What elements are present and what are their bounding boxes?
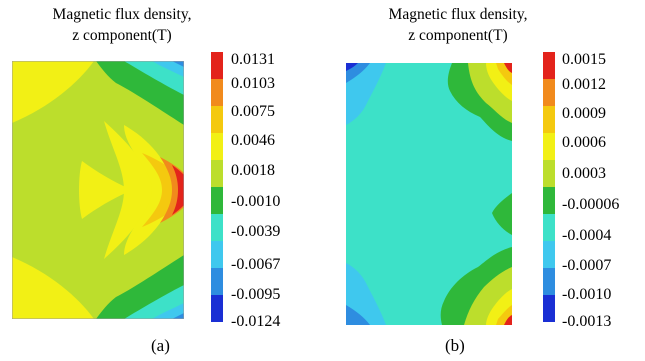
colorbar-swatch — [543, 295, 555, 322]
colorbar-swatch — [211, 295, 223, 322]
contour-field-a — [12, 61, 184, 319]
colorbar-swatch — [211, 106, 223, 133]
colorbar-value: 0.0103 — [231, 75, 275, 92]
colorbar-value: 0.0009 — [562, 105, 606, 122]
colorbar-value: -0.0095 — [231, 286, 281, 303]
contour-plot-a — [12, 61, 184, 319]
colorbar-swatch — [543, 214, 555, 241]
colorbar-value: 0.0046 — [231, 132, 275, 149]
colorbar-swatch — [543, 79, 555, 106]
colorbar-swatch — [211, 160, 223, 187]
colorbar-swatch — [543, 106, 555, 133]
colorbar-value: 0.0015 — [562, 51, 606, 68]
colorbar-value: 0.0006 — [562, 134, 606, 151]
colorbar-swatch — [211, 187, 223, 214]
colorbar-swatch — [543, 52, 555, 79]
colorbar-swatch — [543, 241, 555, 268]
colorbar-a: 0.0131 0.0103 0.0075 0.0046 0.0018 -0.00… — [211, 51, 331, 330]
panel-caption-b: (b) — [445, 336, 465, 355]
colorbar-swatch — [543, 268, 555, 295]
colorbar-value: -0.0007 — [562, 257, 612, 274]
colorbar-value: -0.0010 — [562, 286, 612, 303]
contour-plot-b — [346, 63, 512, 325]
colorbar-swatch — [543, 133, 555, 160]
colorbar-value: 0.0012 — [562, 76, 606, 93]
colorbar-value: -0.00006 — [562, 196, 620, 213]
colorbar-title-line2: z component(T) — [408, 27, 508, 44]
colorbar-title-line2: z component(T) — [72, 27, 172, 44]
colorbar-swatch — [211, 79, 223, 106]
colorbar-title-b: Magnetic flux density, z component(T) — [358, 4, 558, 46]
colorbar-swatch — [211, 241, 223, 268]
colorbar-title-line1: Magnetic flux density, — [388, 6, 528, 23]
colorbar-value: 0.0018 — [231, 162, 275, 179]
colorbar-value: 0.0075 — [231, 103, 275, 120]
panel-caption-a: (a) — [151, 336, 170, 355]
colorbar-value: -0.0124 — [231, 313, 281, 330]
colorbar-swatch — [211, 268, 223, 295]
colorbar-value: 0.0003 — [562, 165, 606, 182]
colorbar-value: -0.0010 — [231, 193, 281, 210]
colorbar-swatch — [211, 52, 223, 79]
colorbar-value: 0.0131 — [231, 51, 275, 68]
colorbar-swatch — [543, 187, 555, 214]
colorbar-b: 0.0015 0.0012 0.0009 0.0006 0.0003 -0.00… — [543, 51, 645, 330]
colorbar-swatch — [211, 133, 223, 160]
colorbar-value: -0.0004 — [562, 227, 612, 244]
colorbar-swatch — [543, 160, 555, 187]
colorbar-value: -0.0039 — [231, 223, 281, 240]
colorbar-title-a: Magnetic flux density, z component(T) — [22, 4, 222, 46]
colorbar-value: -0.0067 — [231, 256, 281, 273]
colorbar-title-line1: Magnetic flux density, — [52, 6, 192, 23]
colorbar-value: -0.0013 — [562, 313, 612, 330]
colorbar-swatch — [211, 214, 223, 241]
contour-field-b — [346, 63, 512, 325]
